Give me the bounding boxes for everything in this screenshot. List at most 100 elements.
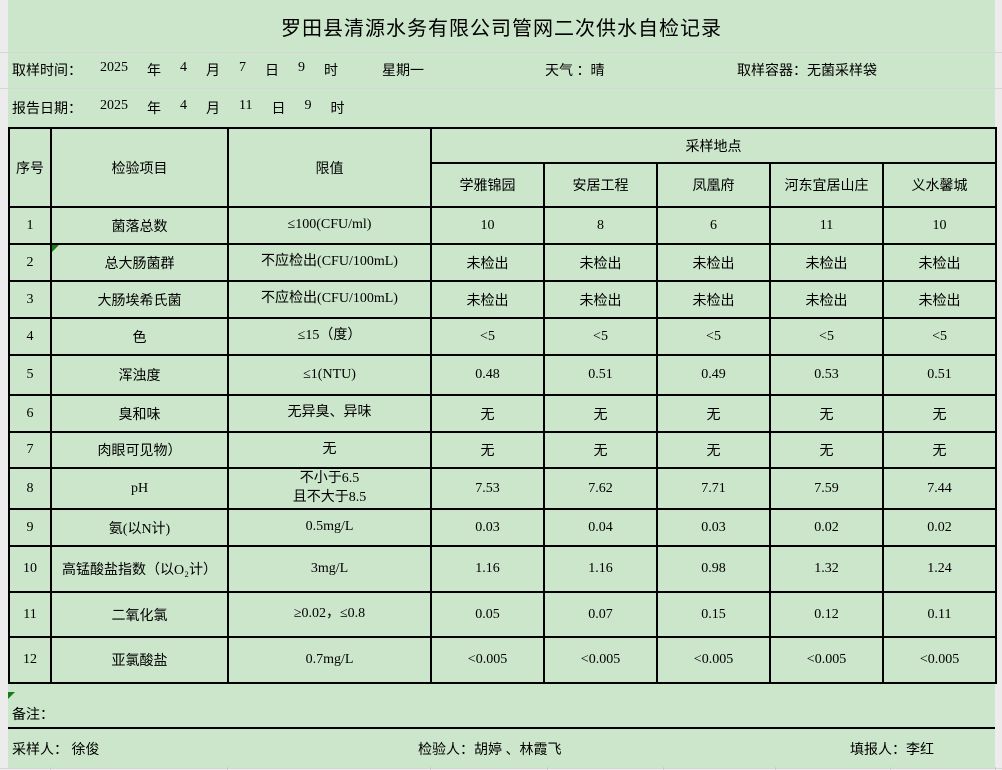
cell-limit[interactable]: ≤15（度） [227,317,432,356]
cell-value[interactable]: 无 [881,394,998,433]
cell-value[interactable]: 0.12 [769,591,884,638]
cell-value[interactable]: <0.005 [543,636,658,684]
cell-serial[interactable]: 6 [8,394,52,433]
header-site[interactable]: 义水馨城 [881,162,998,208]
cell-item[interactable]: 大肠埃希氏菌 [50,280,229,319]
header-site[interactable]: 安居工程 [543,162,658,208]
cell-serial[interactable]: 7 [8,431,52,469]
date-unit-cell[interactable]: 年 [147,64,161,79]
cell-value[interactable]: 0.51 [543,354,658,396]
cell-value[interactable]: 0.03 [656,508,771,547]
cell-value[interactable]: 未检出 [656,280,771,319]
cell-value[interactable]: 未检出 [769,280,884,319]
date-value-cell[interactable]: 11 [239,97,253,113]
cell-value[interactable]: 7.44 [881,467,998,510]
cell-value[interactable]: <0.005 [769,636,884,684]
cell-value[interactable]: 6 [656,206,771,245]
cell-limit[interactable]: 3mg/L [227,545,432,593]
cell-value[interactable]: <0.005 [430,636,545,684]
cell-value[interactable]: <0.005 [656,636,771,684]
cell-limit[interactable]: ≤1(NTU) [227,354,432,396]
cell-serial[interactable]: 5 [8,354,52,396]
inspector-cell[interactable]: 检验人：胡婷 、林霞飞 [418,739,562,759]
container-cell[interactable]: 取样容器：无菌采样袋 [737,60,877,80]
cell-value[interactable]: 7.62 [543,467,658,510]
sampler-cell[interactable]: 采样人： 徐俊 [12,739,100,759]
cell-serial[interactable]: 1 [8,206,52,245]
cell-value[interactable]: 8 [543,206,658,245]
cell-value[interactable]: <5 [656,317,771,356]
remark-cell[interactable]: 备注： [8,692,995,729]
cell-item[interactable]: 臭和味 [50,394,229,433]
cell-value[interactable]: 0.49 [656,354,771,396]
cell-limit[interactable]: 0.7mg/L [227,636,432,684]
cell-value[interactable]: 11 [769,206,884,245]
cell-value[interactable]: 0.02 [881,508,998,547]
date-unit-cell[interactable]: 月 [206,101,220,117]
cell-value[interactable]: 0.11 [881,591,998,638]
date-unit-cell[interactable]: 时 [324,64,338,79]
date-unit-cell[interactable]: 时 [330,101,345,117]
date-value-cell[interactable]: 4 [180,97,187,113]
cell-item[interactable]: pH [50,467,229,510]
date-value-cell[interactable]: 7 [239,60,246,75]
cell-value[interactable]: 0.53 [769,354,884,396]
cell-item[interactable]: 高锰酸盐指数（以O₂计） [50,545,229,593]
cell-limit[interactable]: ≥0.02，≤0.8 [227,591,432,638]
cell-serial[interactable]: 3 [8,280,52,319]
cell-value[interactable]: 0.48 [430,354,545,396]
date-unit-cell[interactable]: 月 [206,64,220,79]
cell-value[interactable]: 无 [769,431,884,469]
cell-item[interactable]: 亚氯酸盐 [50,636,229,684]
date-value-cell[interactable]: 9 [298,60,305,75]
cell-item[interactable]: 色 [50,317,229,356]
cell-value[interactable]: 10 [430,206,545,245]
cell-serial[interactable]: 12 [8,636,52,684]
date-unit-cell[interactable]: 日 [265,64,279,79]
date-value-cell[interactable]: 2025 [100,60,128,75]
header-site[interactable]: 凤凰府 [656,162,771,208]
cell-item[interactable]: 浑浊度 [50,354,229,396]
cell-serial[interactable]: 2 [8,243,52,282]
cell-serial[interactable]: 4 [8,317,52,356]
cell-item[interactable]: 氨(以N计) [50,508,229,547]
cell-value[interactable]: 未检出 [430,243,545,282]
sampling-time-label[interactable]: 取样时间： [12,64,82,79]
cell-value[interactable]: 0.03 [430,508,545,547]
cell-value[interactable]: 未检出 [769,243,884,282]
weather-cell[interactable]: 天气 ：晴 [545,60,605,80]
cell-limit[interactable]: 不小于6.5 且不大于8.5 [227,467,432,510]
date-unit-cell[interactable]: 日 [271,101,286,117]
cell-value[interactable]: 0.98 [656,545,771,593]
sheet-title-cell[interactable]: 罗田县清源水务有限公司管网二次供水自检记录 [8,0,995,52]
header-item[interactable]: 检验项目 [50,127,229,208]
cell-limit[interactable]: 不应检出(CFU/100mL) [227,280,432,319]
cell-value[interactable]: 0.15 [656,591,771,638]
cell-value[interactable]: 无 [430,394,545,433]
cell-value[interactable]: 1.16 [430,545,545,593]
cell-value[interactable]: 未检出 [543,280,658,319]
cell-value[interactable]: 无 [769,394,884,433]
cell-item[interactable]: 肉眼可见物） [50,431,229,469]
cell-value[interactable]: 7.59 [769,467,884,510]
date-unit-cell[interactable]: 年 [147,101,161,117]
header-site-group[interactable]: 采样地点 [429,127,998,164]
cell-serial[interactable]: 11 [8,591,52,638]
cell-value[interactable]: 0.07 [543,591,658,638]
cell-value[interactable]: 未检出 [881,243,998,282]
cell-value[interactable]: 无 [881,431,998,469]
cell-value[interactable]: 未检出 [543,243,658,282]
sampling-date-cells[interactable]: 2025 年 4 月 7 日 9 时 [100,60,338,80]
reporter-cell[interactable]: 填报人：李红 [850,739,934,759]
cell-serial[interactable]: 9 [8,508,52,547]
cell-value[interactable]: 10 [881,206,998,245]
cell-value[interactable]: 0.05 [430,591,545,638]
cell-value[interactable]: 0.04 [543,508,658,547]
report-date-label[interactable]: 报告日期： [12,101,82,117]
cell-item[interactable]: 菌落总数 [50,206,229,245]
cell-limit[interactable]: ≤100(CFU/ml) [227,206,432,245]
report-date-cells[interactable]: 2025 年 4 月 11 日 9 时 [100,98,344,118]
cell-value[interactable]: <5 [769,317,884,356]
header-site[interactable]: 学雅锦园 [430,162,545,208]
cell-value[interactable]: <5 [543,317,658,356]
